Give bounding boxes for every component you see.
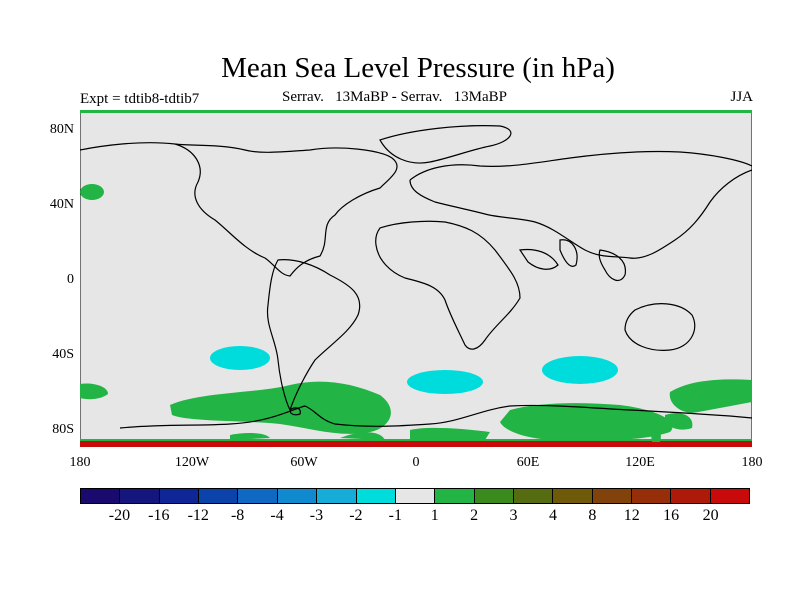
colorbar-swatch — [632, 489, 672, 503]
negative-anomaly-regions — [210, 346, 618, 394]
colorbar-swatch — [435, 489, 475, 503]
colorbar-label: 1 — [430, 507, 439, 524]
colorbar-swatch — [710, 489, 750, 503]
colorbar-swatch — [81, 489, 121, 503]
period-label: Serrav. 13MaBP - Serrav. 13MaBP — [282, 89, 507, 105]
colorbar-label: -4 — [270, 507, 284, 524]
west-edge-patch — [80, 383, 108, 400]
north-pole-band — [80, 110, 752, 113]
lon-label-120w: 120W — [174, 455, 210, 470]
lon-label-60w: 60W — [290, 455, 318, 470]
south-pacific-band — [170, 381, 391, 434]
tasman-band — [669, 379, 752, 413]
colorbar-label: -20 — [108, 507, 131, 524]
colorbar-swatch — [120, 489, 160, 503]
map-background — [80, 110, 752, 447]
south-indian-low — [542, 356, 618, 384]
colorbar-swatch — [199, 489, 239, 503]
lat-label-80n: 80N — [49, 122, 74, 137]
lon-label-0: 0 — [412, 455, 420, 470]
north-pacific-patch — [80, 184, 104, 200]
lat-label-40n: 40N — [49, 197, 74, 212]
lon-label-120e: 120E — [625, 455, 655, 470]
south-pole-band — [80, 441, 752, 447]
colorbar-swatch — [317, 489, 357, 503]
colorbar-swatch — [513, 489, 554, 503]
colorbar-label: -2 — [349, 507, 363, 524]
lat-label-80s: 80S — [52, 422, 74, 437]
colorbar-swatch — [671, 489, 711, 503]
south-atlantic-patch — [665, 413, 693, 430]
colorbar-swatch — [553, 489, 593, 503]
colorbar-label: 12 — [623, 507, 640, 524]
colorbar-label: -8 — [230, 507, 245, 524]
season-label: JJA — [730, 89, 753, 105]
lon-label-180e: 180 — [741, 455, 763, 470]
southeast-pacific-low — [210, 346, 270, 370]
colorbar-label: -16 — [148, 507, 170, 524]
experiment-label: Expt = tdtib8-tdtib7 — [80, 91, 200, 107]
colorbar-swatch — [238, 489, 278, 503]
colorbar-label: 20 — [702, 507, 719, 524]
colorbar-swatch — [159, 489, 200, 503]
lon-label-60e: 60E — [516, 455, 540, 470]
colorbar-label: 3 — [509, 507, 518, 524]
map-title: Mean Sea Level Pressure (in hPa) — [221, 52, 615, 84]
colorbar-swatch — [356, 489, 396, 503]
lat-label-0: 0 — [67, 272, 74, 287]
colorbar — [80, 488, 750, 504]
colorbar-swatch — [474, 489, 514, 503]
antarctic-green-west — [230, 433, 270, 440]
colorbar-label: -1 — [388, 507, 402, 524]
colorbar-label: 8 — [588, 507, 597, 524]
colorbar-label: -12 — [187, 507, 209, 524]
colorbar-label: 16 — [663, 507, 680, 524]
southern-indian-band — [500, 403, 673, 441]
colorbar-label: 2 — [470, 507, 479, 524]
colorbar-label: -3 — [309, 507, 324, 524]
colorbar-swatch — [592, 489, 633, 503]
lon-label-180w: 180 — [69, 455, 91, 470]
antarctic-green-east — [340, 432, 385, 440]
colorbar-label: 4 — [548, 507, 557, 524]
lat-label-40s: 40S — [52, 347, 74, 362]
coastlines — [80, 125, 752, 429]
map-plot — [80, 110, 752, 447]
positive-anomaly-regions — [80, 184, 752, 442]
colorbar-swatch — [395, 489, 436, 503]
south-atlantic-low — [407, 370, 483, 394]
colorbar-swatch — [277, 489, 318, 503]
